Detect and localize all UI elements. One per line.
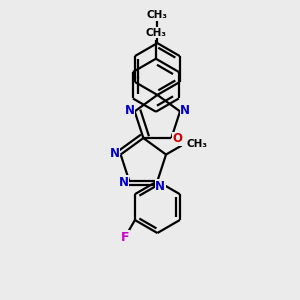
Text: N: N — [110, 147, 120, 160]
Text: F: F — [121, 231, 129, 244]
Text: CH₃: CH₃ — [186, 139, 207, 149]
Text: N: N — [124, 104, 134, 117]
Text: O: O — [172, 132, 182, 146]
Text: N: N — [118, 176, 128, 189]
Text: N: N — [155, 180, 165, 193]
Text: N: N — [180, 104, 190, 117]
Text: CH₃: CH₃ — [146, 28, 167, 38]
Text: CH₃: CH₃ — [147, 10, 168, 20]
